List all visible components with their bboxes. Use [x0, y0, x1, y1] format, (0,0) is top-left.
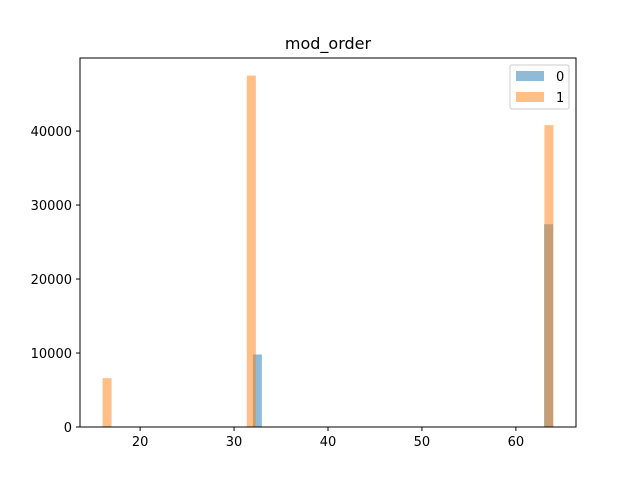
x-tick-label-20: 20 [132, 435, 149, 450]
chart-title: mod_order [285, 34, 372, 54]
x-tick-label-40: 40 [320, 435, 337, 450]
axes-layer: 20 30 40 50 60 0 10000 20000 30000 40000 [31, 57, 577, 450]
y-tick-label-30000: 30000 [31, 199, 72, 214]
legend: 01 [509, 64, 570, 110]
x-tick-label-60: 60 [508, 435, 525, 450]
legend-label-1: 1 [556, 91, 564, 106]
y-tick-label-0: 0 [64, 421, 72, 436]
bar-series-1-1 [246, 75, 256, 427]
bars-layer [102, 75, 554, 427]
bar-series-1-2 [544, 125, 554, 427]
legend-swatch-0 [516, 71, 544, 81]
y-tick-label-20000: 20000 [31, 273, 72, 288]
legend-label-0: 0 [556, 70, 564, 85]
x-tick-label-50: 50 [414, 435, 431, 450]
bar-series-1-0 [102, 378, 112, 427]
y-tick-label-40000: 40000 [31, 125, 72, 140]
legend-swatch-1 [516, 92, 544, 102]
bar-series-0-0 [252, 354, 262, 427]
y-tick-label-10000: 10000 [31, 347, 72, 362]
x-tick-label-30: 30 [226, 435, 243, 450]
